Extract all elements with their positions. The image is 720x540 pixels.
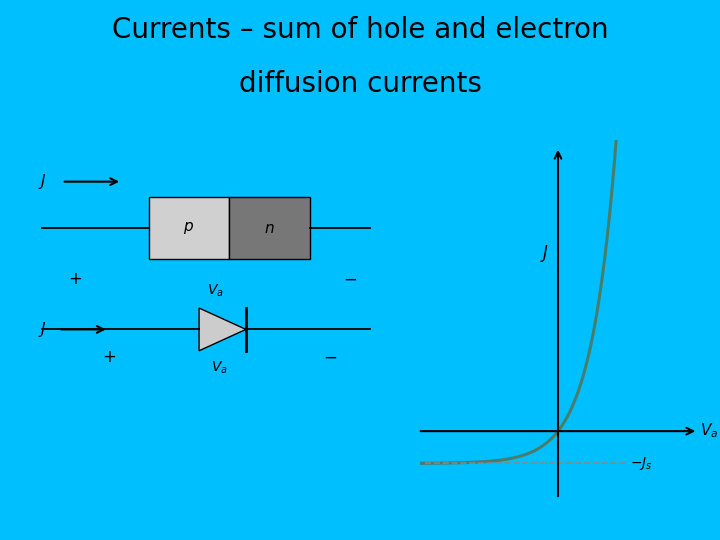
Text: $J$: $J$ [38, 320, 47, 339]
Text: $p$: $p$ [184, 220, 194, 237]
Text: $+$: $+$ [68, 270, 82, 288]
Text: $V_a$: $V_a$ [207, 282, 224, 299]
Text: $+$: $+$ [102, 348, 116, 366]
Text: diffusion currents: diffusion currents [238, 70, 482, 98]
Text: $V_a$: $V_a$ [211, 360, 228, 376]
Text: $J$: $J$ [38, 172, 47, 191]
Text: $-J_s$: $-J_s$ [630, 455, 652, 472]
Text: $-$: $-$ [343, 270, 357, 288]
Text: $-$: $-$ [323, 348, 337, 366]
Bar [149, 197, 229, 259]
Text: $n$: $n$ [264, 221, 274, 236]
Polygon shape [199, 308, 246, 351]
Bar [229, 197, 310, 259]
Text: $V_a$: $V_a$ [700, 422, 719, 441]
Text: Currents – sum of hole and electron: Currents – sum of hole and electron [112, 16, 608, 44]
Text: $J$: $J$ [540, 243, 549, 264]
